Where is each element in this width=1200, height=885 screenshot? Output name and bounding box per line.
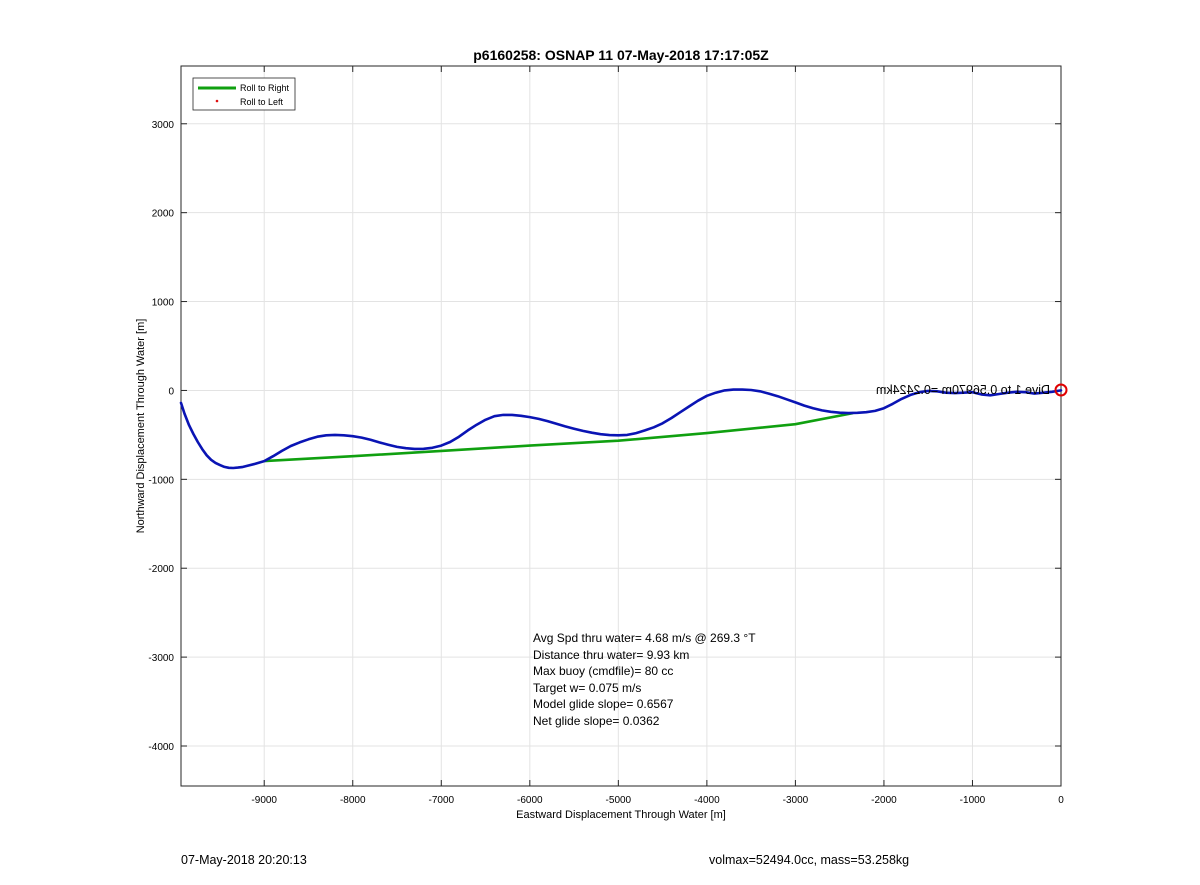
annotation-net-glide: Net glide slope= 0.0362 (533, 714, 660, 728)
x-axis-label: Eastward Displacement Through Water [m] (516, 809, 726, 821)
plot-area (180, 65, 1062, 787)
axis-ticks: -9000 -8000 -7000 -6000 -5000 -4000 -3000 -2000… (148, 66, 1064, 806)
y-tick-label: -2000 (148, 564, 174, 575)
y-tick-label: 0 (168, 386, 174, 397)
mirrored-dive-label: Dive 1 to 0.56970m =0.2424km (876, 383, 1050, 397)
legend-label-roll-left: Roll to Left (240, 97, 284, 107)
y-tick-label: -3000 (148, 653, 174, 664)
legend-box (192, 77, 296, 111)
grid (181, 66, 1062, 786)
footer-timestamp: 07-May-2018 20:20:13 (181, 853, 307, 867)
stats-annotation: Avg Spd thru water= 4.68 m/s @ 269.3 °T … (533, 631, 756, 728)
annotation-max-buoy: Max buoy (cmdfile)= 80 cc (533, 664, 673, 678)
legend-label-roll-right: Roll to Right (240, 83, 290, 93)
annotation-distance: Distance thru water= 9.93 km (533, 648, 689, 662)
annotation-target-w: Target w= 0.075 m/s (533, 681, 641, 695)
x-tick-label: -2000 (871, 795, 897, 806)
legend-dot-roll-left (215, 99, 219, 103)
footer-volmax-mass: volmax=52494.0cc, mass=53.258kg (709, 853, 910, 867)
y-tick-label: 2000 (152, 209, 175, 220)
x-tick-label: -8000 (340, 795, 366, 806)
y-tick-label: -4000 (148, 742, 174, 753)
x-tick-label: -1000 (960, 795, 986, 806)
x-tick-label: -4000 (694, 795, 720, 806)
x-tick-label: 0 (1058, 795, 1064, 806)
x-tick-label: -7000 (428, 795, 454, 806)
annotation-model-glide: Model glide slope= 0.6567 (533, 697, 674, 711)
y-tick-label: -1000 (148, 475, 174, 486)
series-layer (179, 388, 1063, 470)
chart-title: p6160258: OSNAP 11 07-May-2018 17:17:05Z (473, 47, 769, 63)
end-marker (1054, 383, 1068, 397)
y-tick-label: 1000 (152, 298, 175, 309)
annotation-avg-speed: Avg Spd thru water= 4.68 m/s @ 269.3 °T (533, 631, 756, 645)
legend: Roll to Right Roll to Left (192, 77, 296, 111)
end-marker-group (1054, 383, 1068, 397)
y-tick-label: 3000 (152, 120, 175, 131)
series-displacement-track (179, 388, 1063, 470)
y-axis-label: Northward Displacement Through Water [m] (135, 319, 147, 534)
series-roll-to-right (264, 411, 854, 463)
x-tick-label: -5000 (606, 795, 632, 806)
x-tick-label: -6000 (517, 795, 543, 806)
x-tick-label: -3000 (783, 795, 809, 806)
x-tick-label: -9000 (251, 795, 277, 806)
